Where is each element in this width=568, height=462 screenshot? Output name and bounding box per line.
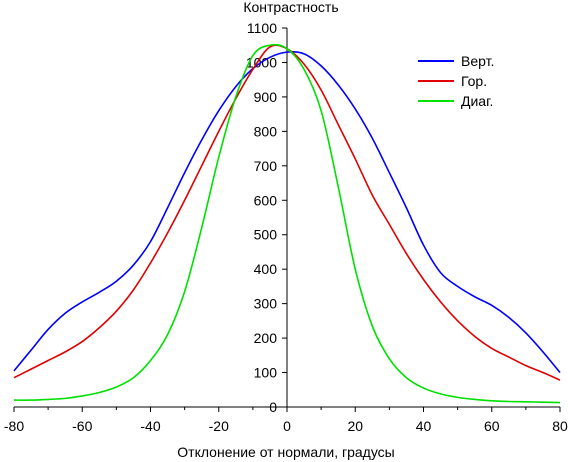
legend-label: Диаг.: [461, 93, 493, 109]
x-tick-label: 40: [416, 418, 432, 434]
y-tick-label: 800: [254, 123, 278, 139]
y-tick-label: 700: [254, 158, 278, 174]
y-tick-label: 400: [254, 261, 278, 277]
x-tick-label: -20: [209, 418, 229, 434]
legend-label: Верт.: [461, 53, 494, 69]
x-tick-label: -60: [72, 418, 92, 434]
x-ticks: -80 -60 -40 -20 0 20 40 60 80: [4, 407, 568, 434]
series-line-0: [13, 51, 561, 374]
series-line-2: [13, 43, 561, 404]
x-tick-label: 0: [283, 418, 291, 434]
x-tick-label: 60: [484, 418, 500, 434]
series-lines: [13, 43, 561, 404]
y-tick-label: 0: [269, 399, 277, 415]
x-tick-label: 80: [552, 418, 568, 434]
x-tick-label: -80: [4, 418, 24, 434]
y-tick-label: 1100: [247, 20, 277, 36]
y-tick-label: 300: [254, 296, 278, 312]
y-tick-label: 200: [254, 330, 278, 346]
y-tick-label: 600: [254, 192, 278, 208]
x-axis-title: Отклонение от нормали, градусы: [177, 444, 394, 460]
x-tick-label: 20: [347, 418, 363, 434]
legend: Верт. Гор. Диаг.: [418, 53, 494, 109]
y-tick-label: 500: [254, 227, 278, 243]
y-tick-label: 900: [254, 89, 278, 105]
legend-label: Гор.: [461, 73, 487, 89]
y-tick-label: 100: [254, 365, 278, 381]
x-tick-label: -40: [140, 418, 160, 434]
y-axis-title: Контрастность: [243, 0, 338, 15]
